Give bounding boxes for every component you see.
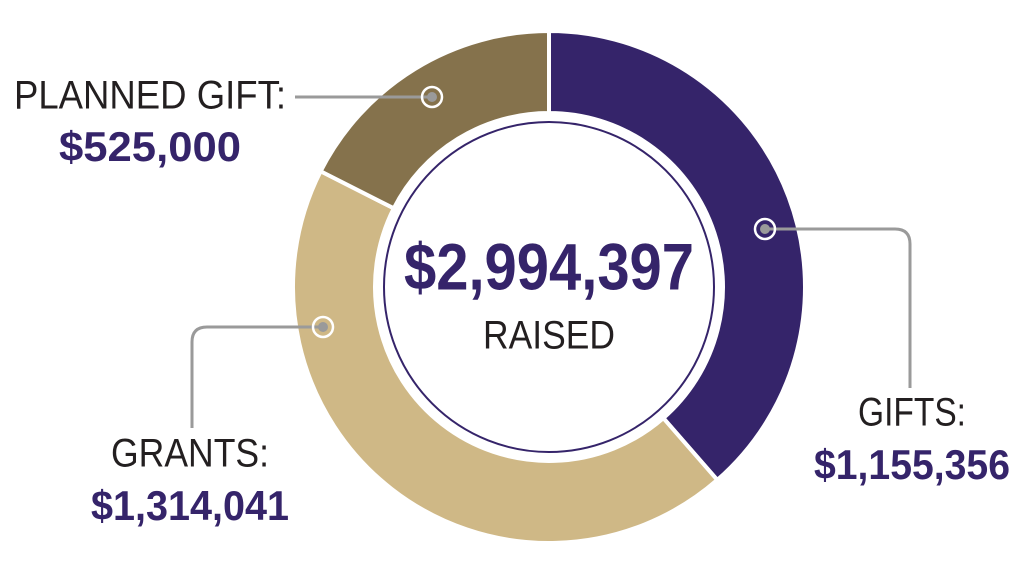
center-text: RAISED [483, 314, 615, 358]
marker [753, 217, 777, 241]
total-label: $2,994,397 [404, 229, 694, 303]
value-label: $525,000 [59, 123, 241, 170]
donut-hole [375, 113, 723, 461]
category-label: GRANTS: [111, 432, 269, 476]
leader-line [765, 227, 912, 388]
marker [427, 92, 437, 102]
value-label: $1,314,041 [91, 482, 289, 529]
category-label: GIFTS: [858, 391, 966, 435]
marker [760, 224, 770, 234]
category-label: PLANNED GIFT: [14, 74, 286, 118]
inner-ring [383, 121, 715, 453]
marker [311, 315, 335, 339]
marker [420, 85, 444, 109]
leader-lines [190, 95, 912, 428]
leader-line [190, 325, 323, 428]
marker [318, 322, 328, 332]
markers [311, 85, 777, 339]
value-label: $1,155,356 [814, 441, 1010, 488]
